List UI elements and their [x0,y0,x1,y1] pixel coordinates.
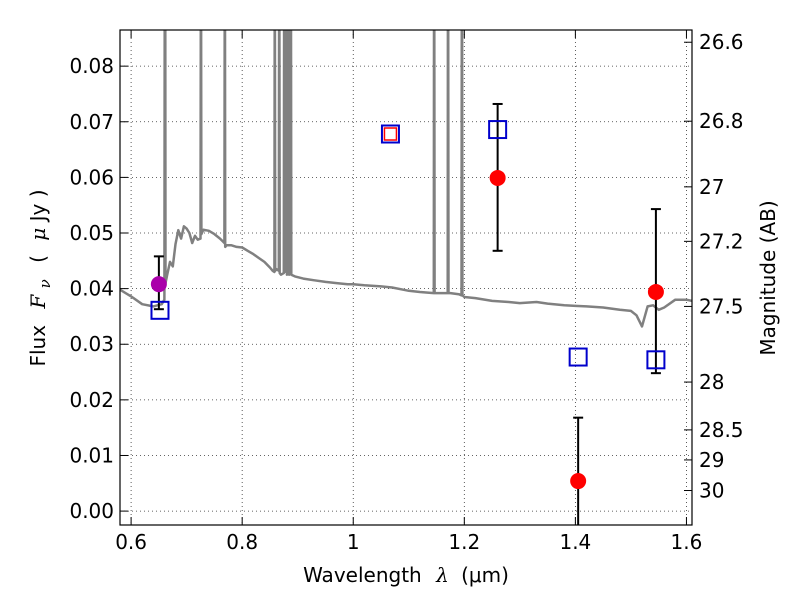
y-right-tick-label: 26.6 [699,30,744,54]
y-axis-title-unit: Jy ) [26,189,50,223]
model-point [568,347,588,367]
y-axis-title-main: Flux [26,325,50,367]
x-tick-label: 1.2 [448,530,480,554]
y-tick-label: 0.01 [69,443,114,467]
y-tick-label: 0.08 [69,54,114,78]
spectrum-line [120,30,692,328]
y-right-tick-label: 28.5 [699,418,744,442]
y-tick-label: 0.03 [69,332,114,356]
y-right-tick-label: 26.8 [699,109,744,133]
x-tick-label: 0.6 [115,530,147,554]
y-axis-title-mu: μ [26,228,50,241]
plot-frame [119,29,693,526]
y-right-tick-label: 30 [699,479,724,503]
x-tick-label: 1.4 [559,530,591,554]
y-tick-label: 0.07 [69,110,114,134]
y-tick-label: 0.02 [69,388,114,412]
y-axis-title-subscript: ν [36,279,54,288]
y-axis-title: Flux F ν ( μ Jy ) [26,189,55,366]
y-tick-label: 0.05 [69,221,114,245]
y-right-tick-label: 27 [699,175,724,199]
x-axis: 0.6 0.8 1 1.2 1.4 1.6 [115,30,702,554]
data-point [150,276,167,293]
plot-area [120,30,692,525]
x-axis-title-unit: (μm) [461,563,509,587]
x-tick-label: 1 [347,530,360,554]
x-tick-label: 0.8 [226,530,258,554]
y-right-tick-label: 27.2 [699,229,744,253]
y-tick-label: 0.00 [69,499,114,523]
y-axis-title-paren: ( [26,255,50,263]
model-point [646,350,666,370]
model-point [150,300,170,320]
data-point [489,169,506,186]
data-point [570,473,587,490]
y-right-tick-label: 29 [699,448,724,472]
model-point [488,120,508,140]
x-axis-title-main: Wavelength [303,563,422,587]
y-axis-right-title: Magnitude (AB) [756,200,780,355]
y-axis-left: 0.00 0.01 0.02 0.03 0.04 0.05 0.06 0.07 0.08 [69,54,128,523]
data-point [647,283,664,300]
model-point [383,127,398,141]
model-point [380,124,400,144]
x-tick-label: 1.6 [671,530,703,554]
y-tick-label: 0.06 [69,165,114,189]
y-axis-title-symbol: F [26,294,50,310]
x-axis-title-symbol: λ [435,563,449,587]
y-right-tick-label: 27.5 [699,294,744,318]
grid [120,30,692,525]
y-tick-label: 0.04 [69,277,114,301]
y-axis-right: 26.6 26.8 27 27.2 27.5 28 28.5 29 30 [684,30,744,503]
y-right-tick-label: 28 [699,370,724,394]
x-axis-title: Wavelength λ (μm) [303,563,509,587]
